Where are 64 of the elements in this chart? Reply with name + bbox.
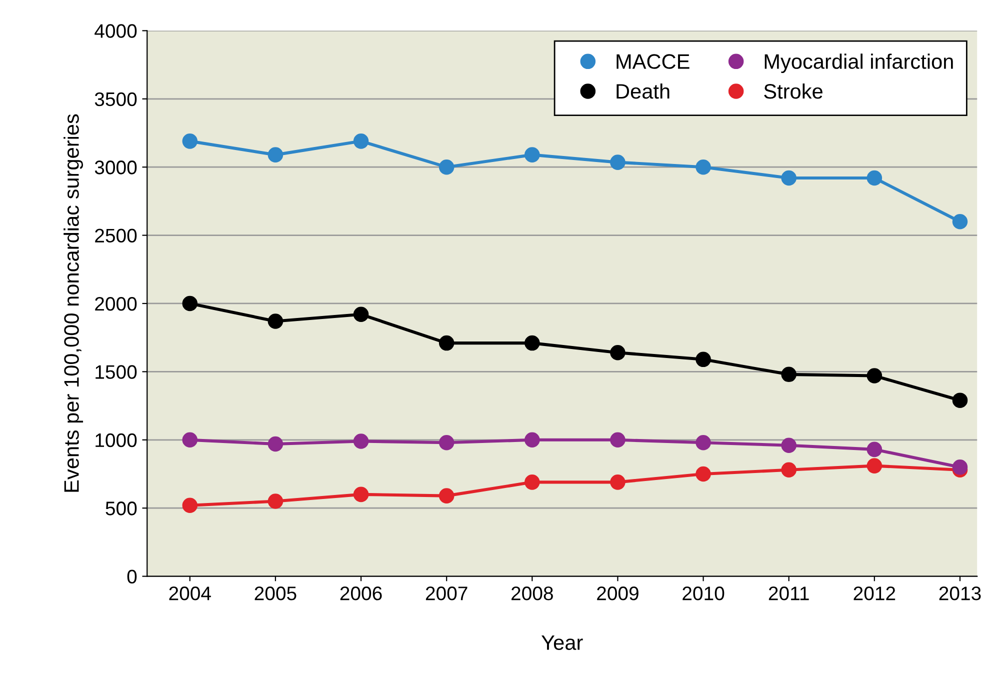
point [353,486,369,502]
y-tick-label: 0 [127,570,137,584]
point [268,314,284,329]
point [952,392,968,408]
x-tick-label: 2004 [169,586,211,600]
point [781,366,796,382]
point [696,434,711,450]
point [952,460,968,475]
y-tick-label: 3500 [94,92,137,106]
point [182,296,198,312]
point [610,432,626,448]
point [696,159,711,175]
point [610,474,626,490]
point [866,368,882,384]
x-tick-label: 2012 [854,586,896,600]
legend-label: Stroke [764,83,822,99]
x-tick-label: 2009 [597,586,638,600]
point [781,438,796,453]
point [952,214,968,230]
y-tick-label: 3000 [94,160,137,174]
point [866,170,882,186]
point [268,147,284,162]
point [524,474,540,490]
point [610,154,626,170]
legend-label: Myocardial infarction [764,54,953,74]
y-tick-label: 1000 [96,433,137,448]
legend-label: MACCE [616,54,690,69]
point [524,147,540,162]
x-tick-label: 2010 [682,586,724,600]
point [438,159,454,175]
point [438,488,454,504]
point [524,335,540,351]
point [781,462,796,478]
point [696,352,711,368]
point [438,434,454,450]
x-tick-label: 2011 [768,586,809,600]
point [268,494,284,509]
point [268,436,284,452]
point [781,170,796,186]
x-tick-label: 2007 [426,586,468,600]
y-tick-label: 4000 [94,24,137,38]
y-tick-label: 2500 [95,228,137,243]
legend-label: Death [616,83,670,99]
x-tick-label: 2005 [254,586,296,600]
point [866,458,882,474]
point [353,134,369,149]
x-tick-label: 2008 [512,586,553,600]
y-tick-label: 1500 [96,365,137,379]
x-axis-title: Year [542,635,583,650]
y-axis-title: Events per 100,000 noncardiac surgeries [64,114,84,492]
y-tick-label: 500 [106,502,137,516]
point [866,442,882,458]
point [182,432,198,448]
point [182,134,198,149]
x-tick-label: 2013 [939,586,981,600]
point [610,344,626,360]
x-tick-label: 2006 [340,586,382,600]
y-tick-label: 2000 [95,296,137,311]
point [438,335,454,351]
point [182,498,198,513]
point [524,432,540,448]
point [696,466,711,482]
point [353,306,369,322]
point [353,434,369,449]
